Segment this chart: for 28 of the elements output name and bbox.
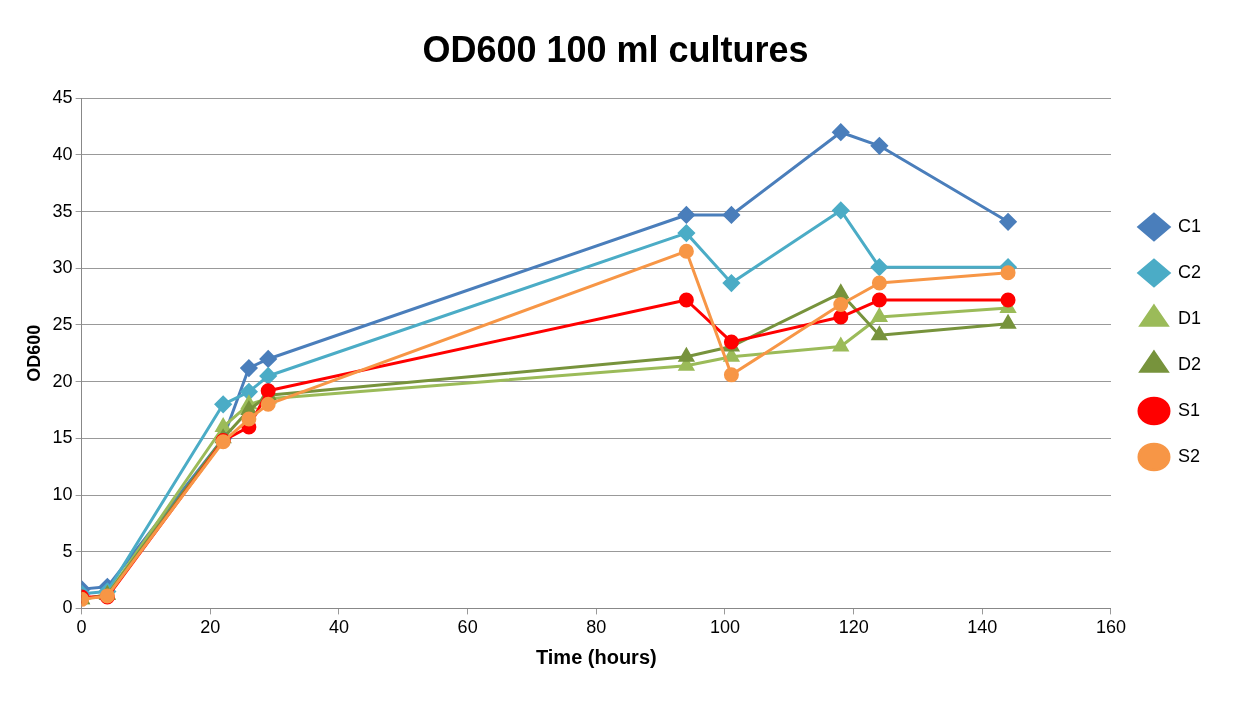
x-tick-label: 120 xyxy=(838,617,869,638)
y-tick-label: 20 xyxy=(52,370,73,391)
y-tick-label: 15 xyxy=(52,427,73,448)
legend-label: D1 xyxy=(1177,307,1202,328)
x-axis-title: Time (hours) xyxy=(535,645,657,668)
y-tick-label: 0 xyxy=(62,597,73,618)
x-tick-label: 0 xyxy=(76,617,87,638)
x-tick-label: 60 xyxy=(457,617,478,638)
legend-label: S1 xyxy=(1177,399,1201,420)
x-tick-label: 20 xyxy=(200,617,221,638)
y-tick-label: 30 xyxy=(52,257,73,278)
x-tick-label: 160 xyxy=(1095,617,1127,638)
y-axis-title: OD600 xyxy=(23,324,44,382)
x-tick-label: 140 xyxy=(967,617,998,638)
y-tick-label: 5 xyxy=(62,540,73,561)
legend-label: D2 xyxy=(1177,353,1202,374)
x-tick-label: 100 xyxy=(709,617,740,638)
y-tick-label: 10 xyxy=(52,483,73,504)
y-tick-label: 35 xyxy=(52,200,73,221)
chart-title: OD600 100 ml cultures xyxy=(422,28,809,70)
legend-label: C2 xyxy=(1177,261,1202,282)
y-tick-label: 40 xyxy=(52,143,73,164)
y-tick-label: 45 xyxy=(52,87,73,108)
legend-label: S2 xyxy=(1177,445,1201,466)
y-tick-label: 25 xyxy=(52,313,73,334)
legend-label: C1 xyxy=(1177,215,1202,236)
x-tick-label: 80 xyxy=(586,617,607,638)
x-tick-label: 40 xyxy=(328,617,349,638)
